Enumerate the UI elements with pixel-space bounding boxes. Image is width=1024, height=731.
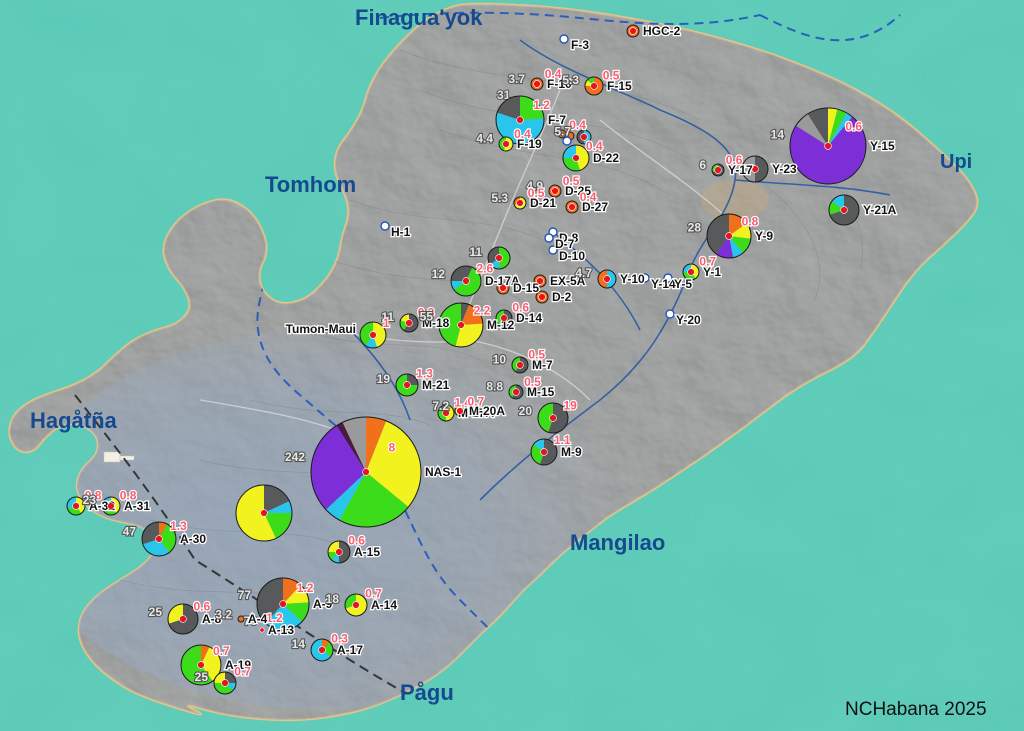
svg-text:0.7: 0.7 [213, 644, 230, 658]
svg-text:3.2: 3.2 [215, 607, 232, 621]
svg-text:H-1: H-1 [391, 225, 411, 239]
svg-text:19: 19 [564, 399, 578, 413]
svg-text:47: 47 [123, 525, 137, 539]
svg-text:1: 1 [383, 316, 390, 330]
svg-text:0.7: 0.7 [234, 665, 251, 679]
svg-text:55: 55 [420, 310, 434, 324]
svg-text:1.2: 1.2 [266, 611, 283, 625]
svg-text:Pågu: Pågu [400, 680, 454, 705]
svg-text:Hagåtña: Hagåtña [30, 408, 118, 433]
svg-text:0.5: 0.5 [528, 348, 545, 362]
svg-text:0.7: 0.7 [365, 587, 382, 601]
svg-text:NCHabana 2025: NCHabana 2025 [845, 699, 987, 720]
svg-text:D-10: D-10 [559, 249, 585, 263]
svg-text:D-15: D-15 [513, 281, 539, 295]
svg-text:0.4: 0.4 [569, 118, 586, 132]
svg-text:0.6: 0.6 [194, 600, 211, 614]
svg-text:Y-20: Y-20 [676, 313, 701, 327]
svg-text:6: 6 [699, 158, 706, 172]
svg-text:0.5: 0.5 [524, 375, 541, 389]
svg-text:0.4: 0.4 [545, 67, 562, 81]
svg-text:1.3: 1.3 [170, 519, 187, 533]
svg-text:Upi: Upi [940, 151, 972, 173]
svg-text:0.8: 0.8 [742, 214, 759, 228]
svg-text:M-12: M-12 [487, 318, 515, 332]
svg-text:3.7: 3.7 [508, 72, 525, 86]
svg-text:Finagua'yok: Finagua'yok [355, 5, 483, 30]
svg-text:4.4: 4.4 [476, 132, 493, 146]
svg-text:Y-14: Y-14 [651, 277, 676, 291]
svg-text:0.6: 0.6 [348, 534, 365, 548]
svg-text:F-3: F-3 [571, 38, 589, 52]
svg-text:2.2: 2.2 [474, 303, 491, 317]
svg-text:0.3: 0.3 [331, 632, 348, 646]
svg-text:0.7: 0.7 [699, 255, 716, 269]
svg-text:1.2: 1.2 [297, 581, 314, 595]
svg-text:5.7: 5.7 [554, 125, 571, 139]
svg-text:1.3: 1.3 [416, 367, 433, 381]
svg-text:Y-10: Y-10 [620, 272, 645, 286]
svg-text:0.6: 0.6 [726, 153, 743, 167]
svg-text:77: 77 [238, 588, 252, 602]
svg-text:28: 28 [688, 221, 702, 235]
svg-text:10: 10 [493, 352, 507, 366]
svg-text:25: 25 [149, 605, 163, 619]
svg-text:11: 11 [469, 245, 482, 259]
svg-text:18: 18 [326, 592, 340, 606]
svg-text:NAS-1: NAS-1 [425, 465, 461, 479]
svg-text:5.3: 5.3 [562, 73, 579, 87]
svg-text:Mangilao: Mangilao [570, 530, 665, 555]
svg-text:0.4: 0.4 [514, 127, 531, 141]
svg-text:Tomhom: Tomhom [265, 172, 356, 197]
svg-text:5.3: 5.3 [491, 191, 508, 205]
svg-text:0.4: 0.4 [580, 190, 597, 204]
svg-text:Y-15: Y-15 [870, 139, 895, 153]
svg-text:Y-23: Y-23 [772, 162, 797, 176]
svg-text:2.6: 2.6 [477, 262, 494, 276]
svg-text:1.2: 1.2 [533, 98, 550, 112]
svg-text:0.7: 0.7 [468, 395, 485, 409]
svg-text:1.1: 1.1 [554, 433, 571, 447]
svg-text:0.5: 0.5 [603, 68, 620, 82]
svg-text:8: 8 [389, 441, 396, 455]
svg-text:23: 23 [83, 493, 97, 507]
svg-text:7.2: 7.2 [432, 399, 449, 413]
svg-text:0.6: 0.6 [845, 120, 862, 134]
svg-text:20: 20 [519, 404, 533, 418]
svg-text:25: 25 [195, 670, 209, 684]
svg-text:Y-5: Y-5 [674, 277, 692, 291]
svg-text:19: 19 [377, 372, 391, 386]
svg-text:14: 14 [771, 127, 785, 141]
svg-text:0.4: 0.4 [586, 139, 603, 153]
svg-text:0.6: 0.6 [512, 301, 529, 315]
svg-text:A-30: A-30 [180, 532, 206, 546]
svg-text:0.8: 0.8 [120, 488, 137, 502]
svg-text:HGC-2: HGC-2 [643, 24, 681, 38]
svg-text:8.8: 8.8 [486, 380, 503, 394]
svg-text:0.5: 0.5 [528, 186, 545, 200]
svg-text:Tumon-Maui: Tumon-Maui [286, 322, 356, 336]
svg-text:Y-21A: Y-21A [863, 203, 897, 217]
svg-text:4.7: 4.7 [575, 266, 592, 280]
svg-text:14: 14 [292, 637, 306, 651]
svg-text:12: 12 [432, 267, 446, 281]
svg-text:242: 242 [285, 450, 305, 464]
svg-text:A-13: A-13 [268, 623, 294, 637]
svg-text:0.5: 0.5 [563, 174, 580, 188]
svg-text:D-2: D-2 [552, 290, 572, 304]
svg-text:A-4: A-4 [248, 612, 268, 626]
svg-text:Y-9: Y-9 [755, 229, 773, 243]
